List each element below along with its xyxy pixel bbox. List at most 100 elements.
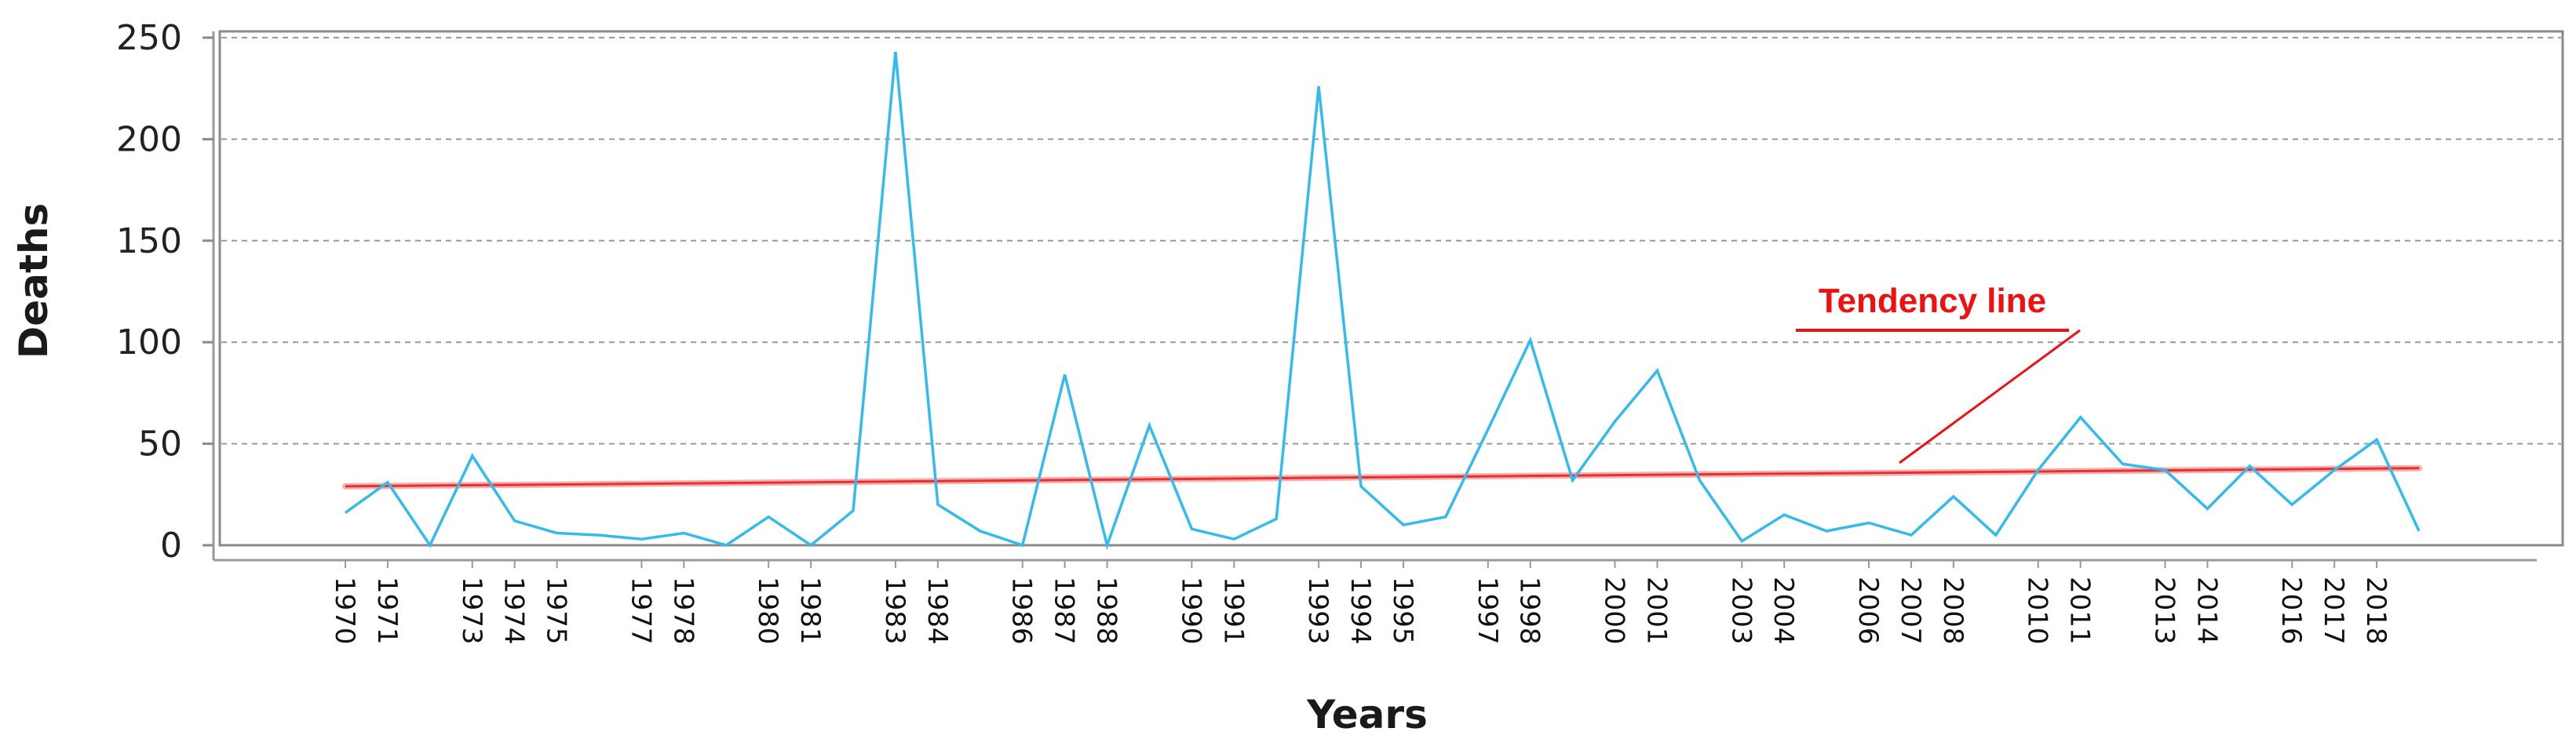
data-point	[1063, 373, 1067, 377]
trend-line	[345, 467, 2420, 488]
x-tick-label: 1981	[794, 577, 826, 645]
x-tick-label: 2008	[1937, 577, 1968, 645]
x-tick-label: 1973	[456, 577, 487, 645]
x-tick-label: 1994	[1345, 577, 1376, 645]
series-layer	[342, 49, 2422, 551]
x-tick-label: 2018	[2360, 577, 2392, 645]
data-point	[1866, 521, 1871, 526]
x-tick-label: 2007	[1895, 577, 1926, 645]
x-tick-label: 1975	[541, 577, 572, 645]
x-tick-label: 2003	[1725, 577, 1757, 645]
y-tick-label: 100	[116, 322, 182, 362]
x-tick-label: 1988	[1091, 577, 1122, 645]
x-tick-label: 1971	[371, 577, 403, 645]
x-tick-label: 2001	[1640, 577, 1672, 645]
data-point	[978, 529, 983, 533]
annotation-pointer	[1899, 329, 2081, 464]
x-tick-label: 1984	[921, 577, 953, 645]
x-tick-label: 2016	[2275, 577, 2307, 645]
x-axis-ticks: 1970 1971 1973 1974 1975 1977 1978 1980 1981 1983…	[329, 560, 2392, 645]
data-point	[1782, 512, 1786, 517]
x-tick-label: 2000	[1599, 577, 1630, 645]
data-point	[2417, 529, 2421, 533]
data-point	[2290, 502, 2294, 507]
data-point	[1528, 338, 1533, 343]
data-point	[555, 530, 560, 535]
x-tick-label: 1977	[625, 577, 656, 645]
data-point	[1909, 533, 1914, 537]
data-point	[1443, 515, 1448, 519]
x-tick-label: 1997	[1472, 577, 1503, 645]
data-point	[1486, 427, 1491, 431]
x-tick-label: 1991	[1217, 577, 1249, 645]
data-point	[1189, 526, 1194, 531]
x-tick-label: 1978	[667, 577, 699, 645]
data-point	[1994, 533, 1998, 537]
tendency-line-annotation: Tendency line	[1819, 282, 2046, 320]
x-axis-title: Years	[1306, 692, 1428, 737]
x-tick-label: 1986	[1006, 577, 1038, 645]
data-point	[1951, 494, 1956, 499]
data-point	[936, 502, 940, 507]
data-point	[1316, 84, 1321, 89]
data-point	[893, 49, 898, 54]
x-tick-label: 1970	[329, 577, 360, 645]
data-point	[2078, 415, 2083, 420]
x-tick-label: 2017	[2318, 577, 2349, 645]
data-point	[1571, 478, 1575, 482]
data-point	[470, 453, 475, 458]
x-tick-label: 2006	[1852, 577, 1884, 645]
x-tick-label: 2010	[2022, 577, 2053, 645]
data-point	[1231, 537, 1236, 541]
data-point	[1359, 484, 1363, 489]
y-tick-label: 200	[116, 119, 182, 159]
data-point	[2205, 506, 2209, 511]
y-axis-ticks: 0 50 100 150 200 250	[116, 18, 213, 566]
deaths-series-line	[344, 51, 2421, 551]
data-point	[2036, 468, 2041, 472]
x-tick-label: 2004	[1768, 577, 1799, 645]
x-tick-label: 1987	[1049, 577, 1080, 645]
data-point	[2247, 464, 2252, 468]
data-point	[766, 515, 771, 519]
x-tick-label: 1993	[1302, 577, 1334, 645]
y-tick-label: 150	[116, 221, 182, 261]
y-tick-label: 0	[160, 526, 182, 566]
x-tick-label: 1990	[1175, 577, 1206, 645]
x-tick-label: 1998	[1514, 577, 1545, 645]
x-tick-label: 1980	[752, 577, 783, 645]
x-tick-label: 1995	[1387, 577, 1418, 645]
data-point	[808, 543, 813, 548]
data-point	[1105, 543, 1110, 548]
data-point	[2162, 468, 2167, 472]
data-point	[597, 533, 602, 537]
y-tick-label: 50	[138, 424, 182, 464]
x-tick-label: 2014	[2191, 577, 2222, 645]
data-point	[1697, 478, 1702, 482]
data-point	[1274, 516, 1279, 521]
data-point	[1613, 419, 1618, 424]
data-point	[428, 543, 432, 548]
data-point	[513, 519, 517, 523]
data-point	[724, 543, 728, 548]
data-point	[2332, 468, 2337, 472]
data-point	[2374, 437, 2379, 442]
data-point	[851, 508, 856, 513]
data-point	[1147, 423, 1151, 428]
y-tick-label: 250	[116, 18, 182, 58]
data-point	[1401, 522, 1406, 527]
data-point	[2121, 461, 2125, 466]
x-tick-label: 2013	[2148, 577, 2180, 645]
data-point	[681, 530, 686, 535]
x-tick-label: 2011	[2064, 577, 2096, 645]
data-point	[639, 537, 644, 541]
annotation-layer: Tendency line	[1796, 282, 2081, 464]
data-point	[1020, 543, 1025, 548]
y-axis-title: Deaths	[11, 203, 57, 359]
x-tick-label: 1974	[498, 577, 530, 645]
gridlines	[221, 37, 2561, 445]
data-point	[1824, 529, 1829, 533]
data-point	[1655, 368, 1659, 373]
